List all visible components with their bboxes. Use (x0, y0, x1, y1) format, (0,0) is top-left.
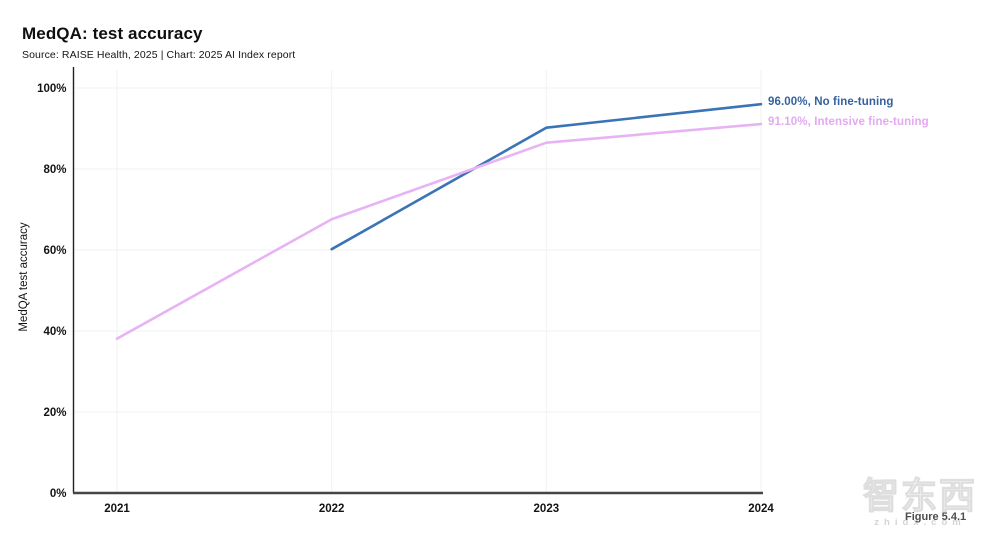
figure-label: Figure 5.4.1 (905, 511, 967, 523)
y-tick-label: 80% (43, 164, 66, 176)
x-tick-label: 2021 (104, 503, 130, 515)
series-end-label-no-fine-tuning: 96.00%, No fine-tuning (768, 96, 894, 109)
y-tick-label: 0% (50, 488, 67, 500)
y-tick-label: 100% (37, 83, 66, 95)
x-tick-label: 2023 (534, 503, 560, 515)
chart-source-line: Source: RAISE Health, 2025 | Chart: 2025… (22, 49, 296, 61)
series-end-label-intensive-fine-tuning: 91.10%, Intensive fine-tuning (768, 116, 929, 129)
x-tick-label: 2022 (319, 503, 345, 515)
y-axis-title: MedQA test accuracy (18, 222, 30, 332)
watermark-domain: zhidx.com (874, 516, 966, 528)
y-tick-label: 20% (43, 407, 66, 419)
y-tick-label: 60% (43, 245, 66, 257)
chart-title: MedQA: test accuracy (22, 24, 203, 43)
watermark-logo: 智东西 (862, 475, 977, 516)
y-tick-label: 40% (43, 326, 66, 338)
series-line-no-fine-tuning (330, 102, 763, 251)
series-line-intensive-fine-tuning (115, 122, 763, 340)
chart-header: MedQA: test accuracy Source: RAISE Healt… (22, 24, 295, 61)
watermark: 智东西 zhidx.com (846, 475, 994, 528)
x-tick-label: 2024 (748, 503, 774, 515)
